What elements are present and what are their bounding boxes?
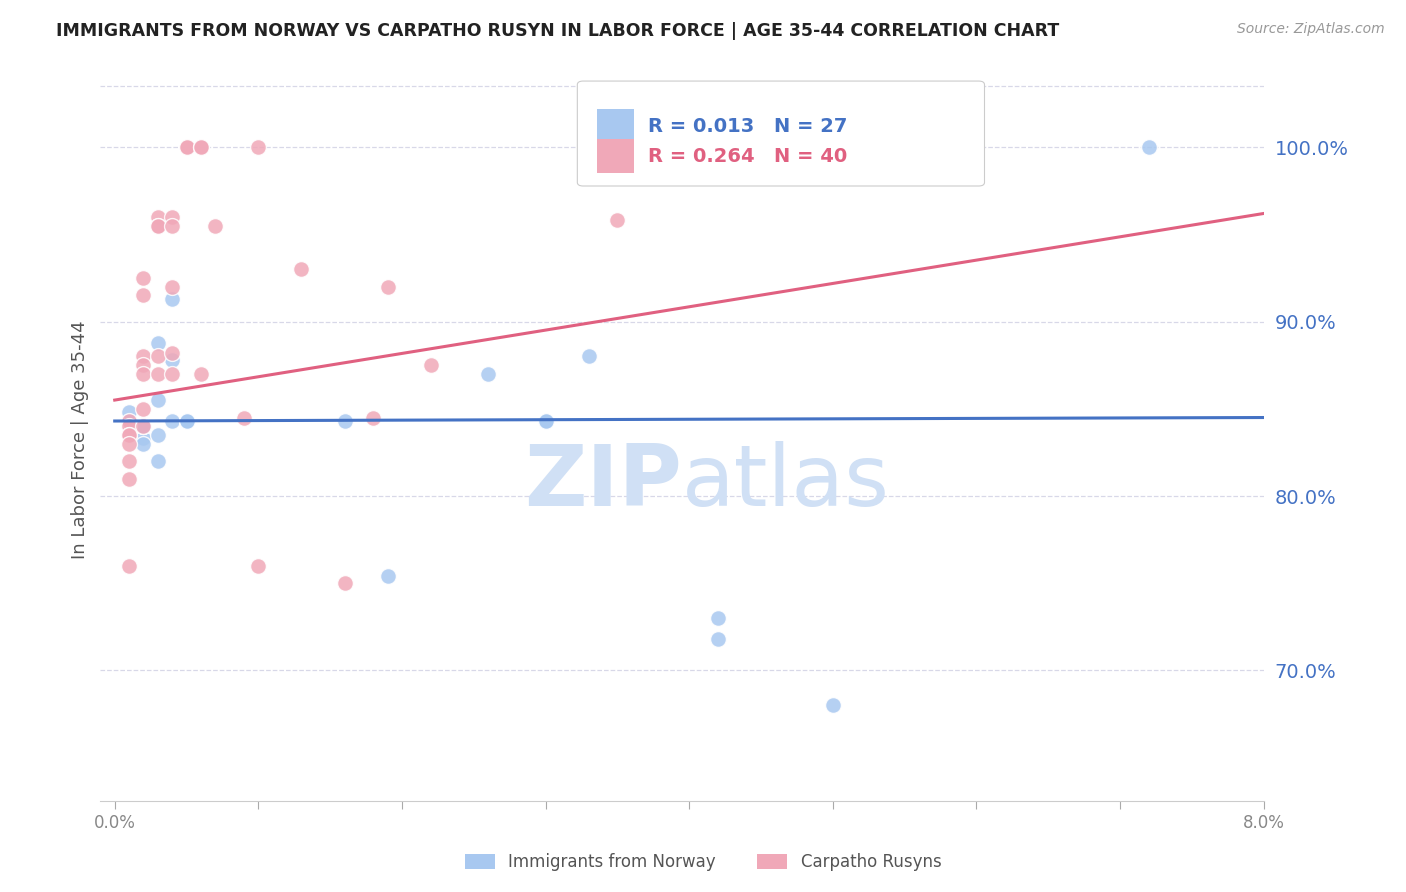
Point bbox=[160, 219, 183, 233]
Point bbox=[534, 414, 557, 428]
Bar bbox=[598, 138, 634, 173]
Point bbox=[132, 419, 155, 434]
Point bbox=[160, 353, 183, 368]
Text: R = 0.013: R = 0.013 bbox=[648, 117, 755, 136]
Point bbox=[290, 262, 312, 277]
Point bbox=[146, 219, 169, 233]
Text: atlas: atlas bbox=[682, 442, 890, 524]
Point bbox=[176, 414, 198, 428]
Point bbox=[118, 428, 141, 442]
FancyBboxPatch shape bbox=[578, 81, 984, 186]
Text: ZIP: ZIP bbox=[524, 442, 682, 524]
Point bbox=[132, 367, 155, 381]
Point bbox=[118, 405, 141, 419]
Point bbox=[118, 414, 141, 428]
Point bbox=[160, 414, 183, 428]
Point bbox=[146, 393, 169, 408]
Point bbox=[190, 367, 212, 381]
Point bbox=[118, 558, 141, 573]
Point bbox=[419, 358, 441, 372]
Point bbox=[707, 611, 730, 625]
Point bbox=[377, 279, 399, 293]
Point bbox=[118, 414, 141, 428]
Point bbox=[534, 414, 557, 428]
Point bbox=[160, 210, 183, 224]
Point bbox=[821, 698, 844, 713]
Text: R = 0.264: R = 0.264 bbox=[648, 146, 755, 166]
Point bbox=[132, 419, 155, 434]
Point bbox=[132, 436, 155, 450]
Text: N = 27: N = 27 bbox=[773, 117, 848, 136]
Point bbox=[247, 558, 270, 573]
Point bbox=[606, 213, 628, 227]
Point bbox=[1137, 140, 1160, 154]
Text: IMMIGRANTS FROM NORWAY VS CARPATHO RUSYN IN LABOR FORCE | AGE 35-44 CORRELATION : IMMIGRANTS FROM NORWAY VS CARPATHO RUSYN… bbox=[56, 22, 1060, 40]
Point bbox=[146, 454, 169, 468]
Point bbox=[146, 367, 169, 381]
Point bbox=[160, 367, 183, 381]
Point bbox=[132, 358, 155, 372]
Point bbox=[204, 219, 226, 233]
Point bbox=[118, 436, 141, 450]
Point bbox=[361, 410, 384, 425]
Point bbox=[176, 414, 198, 428]
Point bbox=[146, 335, 169, 350]
Point bbox=[333, 576, 356, 591]
Point bbox=[118, 419, 141, 434]
Point bbox=[477, 367, 499, 381]
Point bbox=[176, 140, 198, 154]
Point bbox=[160, 292, 183, 306]
Text: Source: ZipAtlas.com: Source: ZipAtlas.com bbox=[1237, 22, 1385, 37]
Y-axis label: In Labor Force | Age 35-44: In Labor Force | Age 35-44 bbox=[72, 320, 89, 558]
Point bbox=[190, 140, 212, 154]
Point bbox=[118, 454, 141, 468]
Point bbox=[333, 414, 356, 428]
Point bbox=[132, 288, 155, 302]
Point bbox=[132, 401, 155, 416]
Point bbox=[160, 346, 183, 360]
Point bbox=[146, 350, 169, 364]
Point bbox=[160, 279, 183, 293]
Point bbox=[132, 419, 155, 434]
Point bbox=[146, 210, 169, 224]
Point bbox=[132, 419, 155, 434]
Point bbox=[146, 219, 169, 233]
Point bbox=[233, 410, 256, 425]
Point bbox=[176, 140, 198, 154]
Point bbox=[132, 350, 155, 364]
Point bbox=[132, 271, 155, 285]
Point bbox=[132, 432, 155, 446]
Point bbox=[247, 140, 270, 154]
Point bbox=[118, 428, 141, 442]
Point bbox=[707, 632, 730, 646]
Text: N = 40: N = 40 bbox=[773, 146, 848, 166]
Legend: Immigrants from Norway, Carpatho Rusyns: Immigrants from Norway, Carpatho Rusyns bbox=[457, 845, 949, 880]
Point bbox=[118, 414, 141, 428]
Point bbox=[190, 140, 212, 154]
Point bbox=[118, 472, 141, 486]
Point bbox=[377, 569, 399, 583]
Point bbox=[578, 350, 600, 364]
Point bbox=[146, 428, 169, 442]
Bar bbox=[598, 110, 634, 145]
